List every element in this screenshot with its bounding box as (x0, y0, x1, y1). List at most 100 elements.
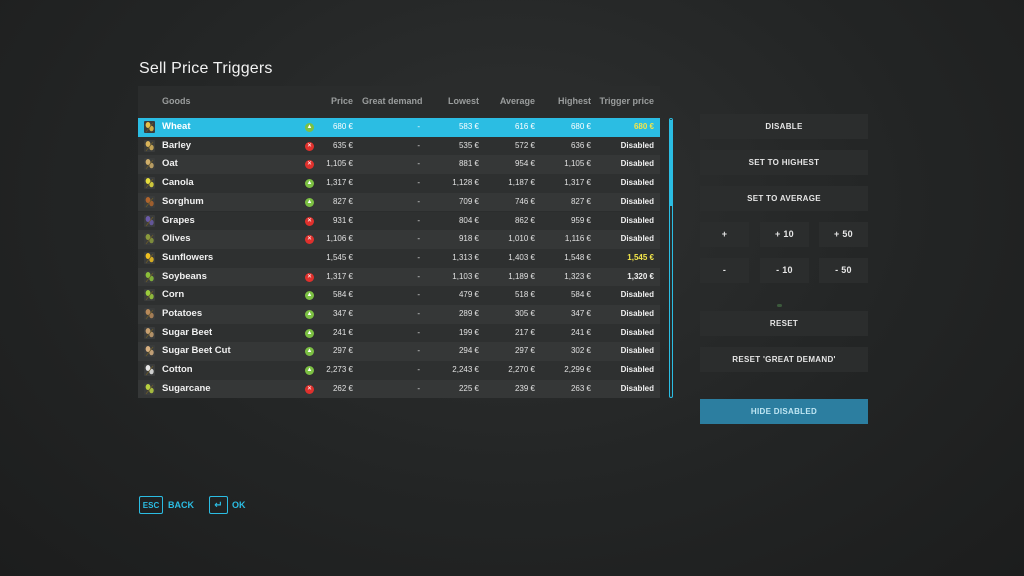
great-demand-cell: - (417, 383, 420, 393)
col-great-demand[interactable]: Great demand (362, 96, 423, 106)
hide-disabled-button[interactable]: HIDE DISABLED (700, 399, 868, 424)
back-button[interactable]: BACK (168, 500, 194, 510)
price-cell: 635 € (332, 140, 353, 150)
col-average[interactable]: Average (499, 96, 535, 106)
goods-name: Barley (162, 139, 192, 151)
great-demand-cell: - (417, 215, 420, 225)
average-cell: 862 € (514, 215, 535, 225)
table-row[interactable]: Grapes ✕ 931 € - 804 € 862 € 959 € Disabled (138, 211, 660, 231)
table-row[interactable]: Sugarcane ✕ 262 € - 225 € 239 € 263 € Disabled (138, 379, 660, 399)
col-lowest[interactable]: Lowest (447, 96, 479, 106)
olives-icon (143, 232, 156, 246)
great-demand-cell: - (417, 271, 420, 281)
table-row[interactable]: Sunflowers 1,545 € - 1,313 € 1,403 € 1,548 € 1… (138, 248, 660, 268)
highest-cell: 2,299 € (564, 365, 591, 375)
trigger-price-cell: Disabled (620, 159, 654, 169)
price-cell: 297 € (332, 346, 353, 356)
col-price[interactable]: Price (330, 96, 353, 106)
trigger-price-cell: Disabled (620, 346, 654, 356)
goods-name: Potatoes (162, 308, 203, 319)
goods-name: Oat (162, 158, 178, 170)
price-cell: 2,273 € (326, 365, 353, 375)
highest-cell: 347 € (570, 309, 591, 318)
lowest-cell: 479 € (458, 290, 479, 300)
price-up-icon: ▲ (305, 197, 314, 207)
table-row[interactable]: Barley ✕ 635 € - 535 € 572 € 636 € Disabled (138, 136, 660, 156)
grapes-icon (143, 214, 156, 228)
table-row[interactable]: Soybeans ✕ 1,317 € - 1,103 € 1,189 € 1,323 € 1,… (138, 267, 660, 287)
price-cell: 680 € (332, 122, 353, 131)
price-down-icon: ✕ (305, 235, 314, 245)
price-cell: 241 € (332, 327, 353, 337)
great-demand-cell: - (417, 365, 420, 375)
enter-key-icon[interactable]: ↵ (209, 496, 228, 514)
col-goods[interactable]: Goods (162, 96, 191, 106)
great-demand-cell: - (417, 346, 420, 356)
average-cell: 1,403 € (508, 252, 535, 262)
lowest-cell: 583 € (458, 122, 479, 131)
lowest-cell: 535 € (458, 140, 479, 150)
goods-name: Sugar Beet Cut (162, 345, 231, 357)
esc-key-icon[interactable]: ESC (139, 496, 163, 514)
minus-10-button[interactable]: - 10 (760, 258, 809, 283)
table-row[interactable]: Olives ✕ 1,106 € - 918 € 1,010 € 1,116 € Disabl… (138, 230, 660, 249)
price-down-icon: ✕ (305, 272, 314, 282)
col-trigger-price[interactable]: Trigger price (599, 96, 654, 106)
price-cell: 1,317 € (326, 271, 353, 281)
highest-cell: 263 € (570, 383, 591, 393)
scrollbar-thumb[interactable] (670, 120, 672, 206)
disable-button[interactable]: DISABLE (700, 114, 868, 139)
table-row[interactable]: Sugar Beet ▲ 241 € - 199 € 217 € 241 € Disabled (138, 323, 660, 343)
highest-cell: 1,548 € (564, 252, 591, 262)
highest-cell: 636 € (570, 140, 591, 150)
plus-button[interactable]: + (700, 222, 749, 247)
goods-name: Sugarcane (162, 382, 211, 394)
great-demand-cell: - (417, 140, 420, 150)
great-demand-cell: - (417, 159, 420, 169)
col-highest[interactable]: Highest (557, 96, 591, 106)
table-row[interactable]: Cotton ▲ 2,273 € - 2,243 € 2,270 € 2,299 € Disa… (138, 361, 660, 380)
table-row[interactable]: Sorghum ▲ 827 € - 709 € 746 € 827 € Disabled (138, 192, 660, 212)
price-cell: 931 € (332, 215, 353, 225)
price-up-icon: ▲ (305, 179, 314, 189)
minus-button[interactable]: - (700, 258, 749, 283)
average-cell: 297 € (514, 346, 535, 356)
goods-name: Canola (162, 177, 194, 189)
price-cell: 347 € (332, 309, 353, 318)
set-to-average-button[interactable]: SET TO AVERAGE (700, 186, 868, 211)
average-cell: 1,187 € (508, 178, 535, 188)
price-up-icon: ▲ (305, 123, 314, 132)
ok-button[interactable]: OK (232, 500, 246, 510)
set-to-highest-button[interactable]: SET TO HIGHEST (700, 150, 868, 175)
table-row[interactable]: Corn ▲ 584 € - 479 € 518 € 584 € Disabled (138, 286, 660, 305)
average-cell: 1,010 € (508, 234, 535, 244)
sunflower-icon (143, 251, 156, 265)
plus-50-button[interactable]: + 50 (819, 222, 868, 247)
great-demand-cell: - (417, 196, 420, 206)
highest-cell: 302 € (570, 346, 591, 356)
trigger-price-cell: 1,320 € (627, 271, 654, 281)
reset-great-demand-button[interactable]: RESET 'GREAT DEMAND' (700, 347, 868, 372)
table-row[interactable]: Wheat ▲ 680 € - 583 € 616 € 680 € 680 € (138, 118, 660, 137)
table-row[interactable]: Sugar Beet Cut ▲ 297 € - 294 € 297 € 302 € Disa… (138, 342, 660, 362)
plus-10-button[interactable]: + 10 (760, 222, 809, 247)
table-row[interactable]: Canola ▲ 1,317 € - 1,128 € 1,187 € 1,317 € Disa… (138, 174, 660, 193)
trigger-price-cell: Disabled (620, 365, 654, 375)
highest-cell: 1,317 € (564, 178, 591, 188)
lowest-cell: 225 € (458, 383, 479, 393)
scrollbar-track[interactable] (669, 118, 673, 398)
trigger-price-cell: Disabled (620, 234, 654, 244)
average-cell: 217 € (514, 327, 535, 337)
highest-cell: 680 € (570, 122, 591, 131)
reset-button[interactable]: RESET (700, 311, 868, 336)
price-cell: 584 € (332, 290, 353, 300)
price-up-icon: ▲ (305, 328, 314, 338)
average-cell: 1,189 € (508, 271, 535, 281)
corn-icon (143, 288, 156, 302)
price-down-icon: ✕ (305, 384, 314, 394)
great-demand-cell: - (417, 327, 420, 337)
table-row[interactable]: Oat ✕ 1,105 € - 881 € 954 € 1,105 € Disabled (138, 155, 660, 175)
minus-50-button[interactable]: - 50 (819, 258, 868, 283)
table-header: Goods Price Great demand Lowest Average … (138, 86, 660, 117)
table-row[interactable]: Potatoes ▲ 347 € - 289 € 305 € 347 € Disabled (138, 305, 660, 324)
